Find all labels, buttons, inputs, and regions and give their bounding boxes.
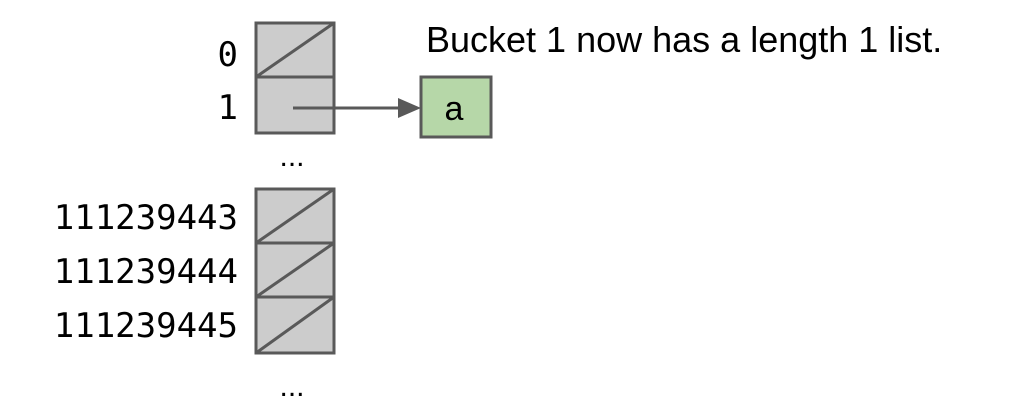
list-node-a: a bbox=[419, 75, 493, 139]
bucket-index-label: 1 bbox=[218, 88, 238, 128]
bucket-index-label: 111239445 bbox=[54, 306, 238, 346]
bucket-0: 0 bbox=[218, 21, 336, 79]
bucket-1: 1 bbox=[218, 75, 336, 135]
null-slash bbox=[255, 295, 335, 355]
pointer-arrow bbox=[293, 98, 421, 118]
bucket-111239445: 111239445 bbox=[54, 295, 336, 355]
list-node-label: a bbox=[445, 90, 464, 128]
bucket-index-label: 111239443 bbox=[54, 198, 238, 238]
ellipsis-middle: ... bbox=[279, 140, 304, 173]
null-slash bbox=[255, 21, 335, 79]
bucket-cell bbox=[254, 75, 336, 135]
bucket-index-label: 0 bbox=[218, 35, 238, 75]
caption-text: Bucket 1 now has a length 1 list. bbox=[426, 19, 942, 60]
ellipsis-bottom: ... bbox=[279, 370, 304, 403]
null-slash bbox=[255, 187, 335, 245]
null-slash bbox=[255, 241, 335, 299]
bucket-index-label: 111239444 bbox=[54, 252, 238, 292]
bucket-111239443: 111239443 bbox=[54, 187, 336, 245]
list-node-box bbox=[419, 75, 493, 139]
bucket-111239444: 111239444 bbox=[54, 241, 336, 299]
